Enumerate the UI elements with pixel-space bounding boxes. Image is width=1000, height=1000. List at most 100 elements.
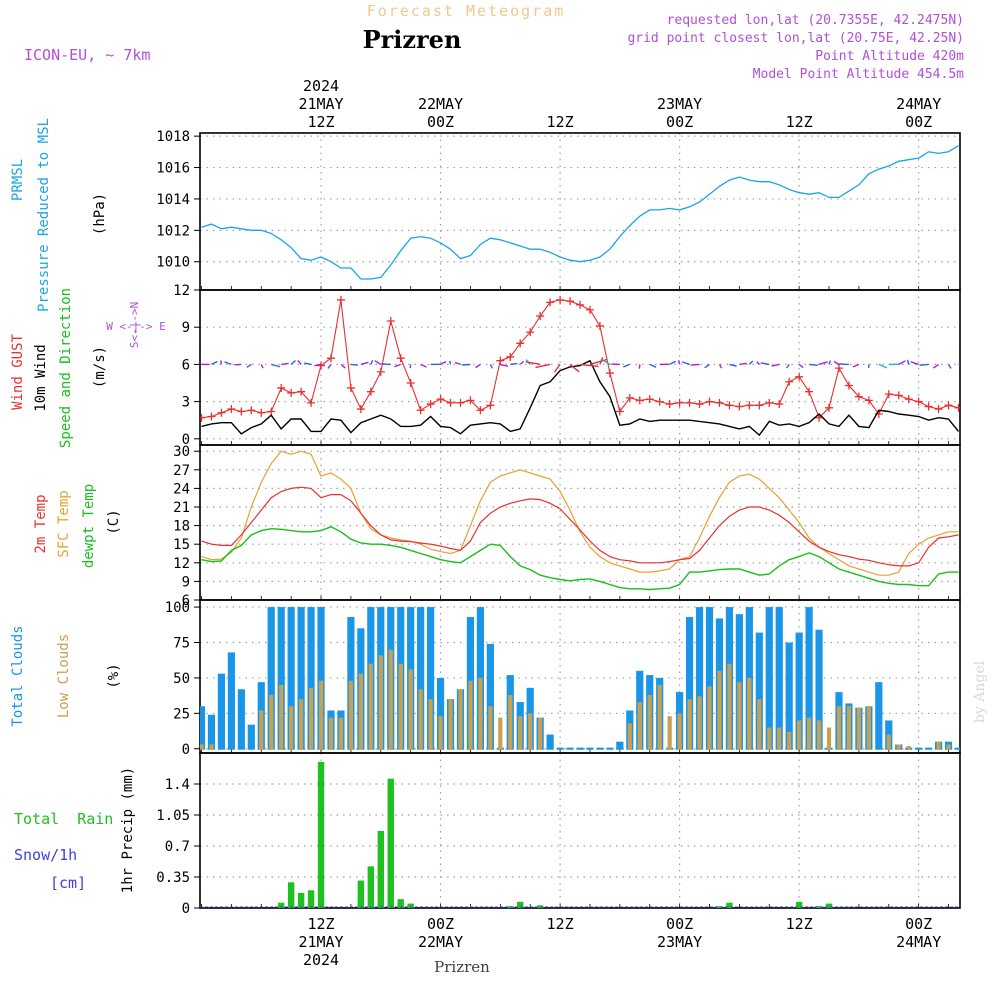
y-tick-label: 0 <box>182 742 190 758</box>
model-point-altitude: Model Point Altitude 454.5m <box>753 67 964 82</box>
wind-direction-arrow <box>535 363 551 369</box>
wind-gust-point <box>715 398 724 407</box>
sfc-temp-line <box>201 450 959 576</box>
wind-direction-arrow <box>500 363 508 368</box>
rain-bar <box>397 899 404 908</box>
time-label: 00Z <box>666 113 693 131</box>
wind-gust-point <box>456 398 465 407</box>
wind-direction-arrow <box>314 363 322 367</box>
wind-gust-point <box>765 398 774 407</box>
wind-gust-point <box>914 397 923 406</box>
total-cloud-bar <box>915 747 923 750</box>
total-cloud-bar <box>237 689 245 750</box>
chart-body-precip <box>200 761 960 908</box>
snow-unit-label: [cm] <box>50 874 86 892</box>
low-cloud-bar <box>806 717 812 750</box>
low-cloud-bar <box>200 744 204 750</box>
wind-gust-point <box>665 400 674 409</box>
wind-direction-arrow <box>833 360 840 366</box>
wind-gust-point <box>934 405 943 414</box>
wind-direction-arrow <box>818 361 828 366</box>
wind-direction-arrow <box>828 360 832 365</box>
y-tick-label: 1016 <box>156 161 190 177</box>
low-cloud-bar <box>408 669 413 750</box>
wind-gust-point <box>506 352 515 361</box>
wind-gust-point <box>476 406 485 415</box>
wind-direction-arrow <box>786 364 790 369</box>
wind-gust-point <box>287 388 296 397</box>
wind-gust-point <box>725 401 734 410</box>
wind-speed-dir-label: Speed and Direction <box>58 288 74 448</box>
panel-frame <box>199 289 961 446</box>
wind-direction-arrow <box>271 363 281 368</box>
low-cloud-bar <box>866 706 871 750</box>
y-tick-label: 30 <box>173 444 190 460</box>
chart-wind: 0 3 6 9 12 <box>173 283 961 448</box>
low-cloud-bar <box>797 720 802 750</box>
wind-gust-point <box>416 406 425 415</box>
low-cloud-bar <box>338 717 344 750</box>
wind-unit-label: (m/s) <box>92 346 108 388</box>
wind-gust-point <box>396 354 405 363</box>
precip-unit-label: 1hr Precip (mm) <box>120 767 136 893</box>
y-tick-label: 0 <box>182 432 190 448</box>
total-cloud-bar <box>616 741 624 750</box>
wind-direction-arrow <box>690 363 700 366</box>
wind-gust-point <box>307 398 316 407</box>
low-cloud-bar <box>757 699 762 750</box>
low-cloud-bar <box>627 723 632 750</box>
wind-direction-arrow <box>704 363 710 369</box>
low-cloud-bar <box>727 663 732 750</box>
low-cloud-bar <box>428 699 433 750</box>
time-label: 12Z <box>547 915 574 933</box>
low-cloud-bar <box>886 734 891 750</box>
wind-direction-arrow <box>420 363 427 368</box>
wind-direction-arrow <box>519 360 525 365</box>
wind-direction-arrow <box>669 360 677 366</box>
wind-gust-point <box>386 317 395 325</box>
y-tick-label: 100 <box>165 600 190 616</box>
wind-gust-point <box>635 396 644 405</box>
wind-gust-point <box>496 356 505 365</box>
wind-direction-arrow <box>569 363 580 373</box>
wind-gust-point <box>297 387 306 396</box>
wind-gust-point <box>815 413 824 422</box>
low-cloud-bar <box>856 707 861 750</box>
total-cloud-bar <box>247 724 255 750</box>
dewpt-temp-line <box>201 526 959 591</box>
wind-gust-point <box>805 387 814 396</box>
wind-gust-point <box>267 407 276 416</box>
wind-gust-point <box>755 401 764 410</box>
wind-direction-arrow <box>748 360 754 365</box>
wind-direction-arrow <box>489 364 493 369</box>
low-cloud-bar <box>946 744 951 750</box>
total-cloud-bar <box>227 652 235 750</box>
total-cloud-bar <box>695 607 704 750</box>
panel-frame <box>199 132 961 291</box>
rain-bar <box>287 882 295 908</box>
wind-direction-arrow <box>553 363 561 373</box>
snow-label: Snow/1h <box>14 846 77 864</box>
total-cloud-bar <box>765 607 773 750</box>
chart-body-temperature <box>201 450 959 591</box>
wind-gust-line <box>201 299 959 419</box>
pressure-name-label: PRMSL <box>10 159 26 201</box>
wind-direction-arrow <box>599 357 604 365</box>
wind-gust-point <box>904 395 913 404</box>
wind-direction-arrow <box>440 361 447 366</box>
wind-direction-arrow <box>958 363 960 366</box>
total-cloud-bar <box>586 747 594 750</box>
grid-point-coords: grid point closest lon,lat (20.75E, 42.2… <box>627 31 964 46</box>
wind-10m-line <box>201 359 960 437</box>
wind-gust-point <box>735 402 744 411</box>
pressure-desc-label: Pressure Reduced to MSL <box>36 118 52 312</box>
wind-gust-point <box>376 367 385 376</box>
wind-direction-arrow <box>381 363 391 366</box>
time-label: 12Z <box>786 113 813 131</box>
y-tick-label: 6 <box>182 357 190 373</box>
low-cloud-bar <box>687 699 692 750</box>
low-cloud-bar <box>279 685 284 750</box>
low-cloud-bar <box>448 699 453 750</box>
y-tick-label: 25 <box>173 706 190 722</box>
time-label: 00Z <box>666 915 693 933</box>
